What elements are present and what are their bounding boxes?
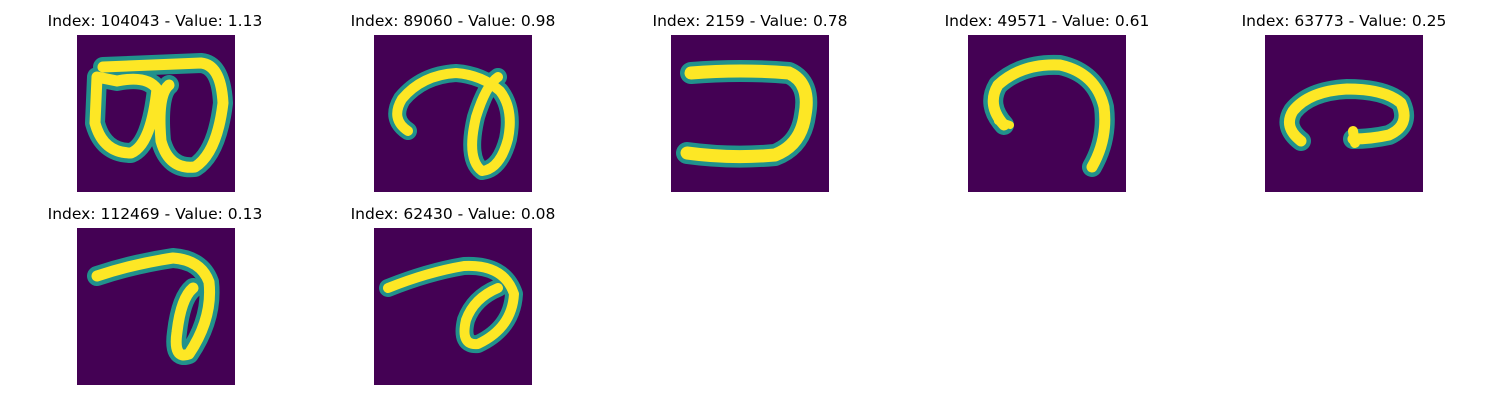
panel-1: Index: 104043 - Value: 1.13 [0, 12, 311, 192]
digit-image [374, 35, 532, 192]
panel-title: Index: 89060 - Value: 0.98 [350, 12, 556, 30]
digit-image [1265, 35, 1423, 192]
digit-image [77, 35, 235, 192]
digit-image [374, 228, 532, 385]
panel-title: Index: 63773 - Value: 0.25 [1241, 12, 1447, 30]
digit-image [671, 35, 829, 192]
panel-title: Index: 62430 - Value: 0.08 [350, 205, 556, 223]
panel-title: Index: 112469 - Value: 0.13 [47, 205, 263, 223]
panel-4: Index: 49571 - Value: 0.61 [891, 12, 1203, 192]
panel-7: Index: 62430 - Value: 0.08 [297, 205, 609, 385]
panel-3: Index: 2159 - Value: 0.78 [594, 12, 906, 192]
digit-image [968, 35, 1126, 192]
digit-image [77, 228, 235, 385]
panel-title: Index: 49571 - Value: 0.61 [944, 12, 1150, 30]
panel-5: Index: 63773 - Value: 0.25 [1188, 12, 1500, 192]
panel-6: Index: 112469 - Value: 0.13 [0, 205, 311, 385]
panel-title: Index: 104043 - Value: 1.13 [47, 12, 263, 30]
panel-title: Index: 2159 - Value: 0.78 [652, 12, 848, 30]
panel-2: Index: 89060 - Value: 0.98 [297, 12, 609, 192]
